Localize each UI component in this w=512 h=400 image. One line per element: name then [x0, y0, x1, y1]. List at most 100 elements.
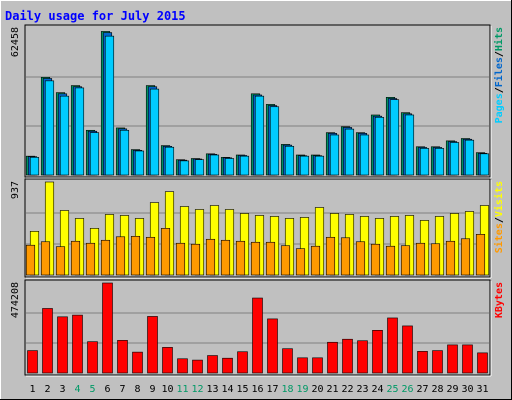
bar-kbytes-day-29: [447, 344, 458, 374]
bar-pages-day-11: [179, 160, 190, 176]
bar-kbytes-day-16: [252, 297, 263, 374]
x-tick-label-31: 31: [476, 384, 488, 395]
x-tick-label-5: 5: [89, 384, 95, 395]
bar-sites-day-27: [415, 242, 426, 276]
x-tick-label-10: 10: [161, 384, 173, 395]
bar-kbytes-day-26: [402, 325, 413, 374]
bar-kbytes-day-27: [417, 351, 428, 374]
bar-pages-day-21: [329, 134, 340, 176]
bar-pages-day-7: [119, 129, 130, 176]
panel-legend: Pages/Files/Hits: [493, 27, 505, 123]
x-tick-label-19: 19: [296, 384, 308, 395]
x-tick-label-22: 22: [341, 384, 353, 395]
bar-sites-day-29: [445, 240, 456, 276]
legend-item-kbytes: KBytes: [494, 282, 505, 318]
x-axis-day-labels: 1 2 3 4 5 6 7 8 9 10 11 12 13 14 15 16 17 18 19 20 21 22 23 24 2…: [29, 384, 488, 395]
legend-item-sites: Sites: [493, 223, 505, 253]
bar-kbytes-day-8: [132, 351, 143, 374]
bar-sites-day-24: [370, 243, 381, 276]
bar-kbytes-day-22: [342, 338, 353, 374]
legend-separator: /: [494, 87, 505, 93]
x-tick-label-6: 6: [104, 384, 110, 395]
bar-sites-day-23: [355, 241, 366, 276]
bar-pages-day-18: [284, 145, 295, 176]
x-tick-label-21: 21: [326, 384, 338, 395]
legend-item-hits: Hits: [493, 27, 505, 51]
bar-sites-day-25: [385, 245, 396, 276]
bar-kbytes-day-11: [177, 358, 188, 374]
x-tick-label-9: 9: [149, 384, 155, 395]
bar-pages-day-28: [434, 148, 445, 176]
x-tick-label-23: 23: [356, 384, 368, 395]
legend-item-files: Files: [493, 57, 505, 87]
bar-pages-day-31: [479, 153, 490, 176]
bar-sites-day-26: [400, 245, 411, 276]
bar-kbytes-day-31: [477, 352, 488, 374]
bar-pages-day-1: [29, 157, 40, 176]
bar-sites-day-30: [460, 238, 471, 276]
bar-sites-day-2: [40, 241, 51, 276]
legend-separator: /: [494, 51, 505, 57]
bar-pages-day-5: [89, 132, 100, 176]
bar-sites-day-1: [25, 244, 36, 276]
bar-sites-day-17: [265, 241, 276, 276]
bar-kbytes-day-1: [27, 350, 38, 374]
x-tick-label-20: 20: [311, 384, 323, 395]
bar-pages-day-17: [269, 106, 280, 176]
series-kbytes: [27, 282, 488, 374]
bar-pages-day-3: [59, 95, 70, 176]
panel-max-label: 474208: [10, 282, 21, 318]
x-tick-label-28: 28: [431, 384, 443, 395]
bar-pages-day-12: [194, 159, 205, 176]
bar-kbytes-day-25: [387, 317, 398, 374]
bar-kbytes-day-13: [207, 355, 218, 374]
chart-title: Daily usage for July 2015: [5, 9, 186, 23]
bar-kbytes-day-23: [357, 340, 368, 374]
bar-pages-day-27: [419, 148, 430, 176]
bar-sites-day-16: [250, 241, 261, 276]
bar-sites-day-10: [160, 228, 171, 276]
x-tick-label-26: 26: [401, 384, 413, 395]
bar-kbytes-day-10: [162, 347, 173, 374]
bar-sites-day-5: [85, 242, 96, 276]
bar-kbytes-day-6: [102, 282, 113, 374]
bar-kbytes-day-5: [87, 341, 98, 374]
bar-sites-day-4: [70, 240, 81, 276]
bar-sites-day-28: [430, 243, 441, 276]
bar-kbytes-day-9: [147, 316, 158, 374]
bar-sites-day-6: [100, 239, 111, 276]
x-tick-label-3: 3: [59, 384, 65, 395]
chart-panels: 62458Pages/Files/Hits937Sites/Visits4742…: [10, 24, 505, 377]
bar-sites-day-7: [115, 236, 126, 276]
bar-pages-day-6: [104, 35, 115, 176]
bar-pages-day-30: [464, 139, 475, 176]
x-tick-label-24: 24: [371, 384, 383, 395]
legend-item-pages: Pages: [494, 93, 505, 123]
panel-legend: KBytes: [494, 282, 505, 318]
bar-kbytes-day-3: [57, 316, 68, 374]
bar-pages-day-13: [209, 154, 220, 176]
bar-pages-day-9: [149, 88, 160, 176]
x-tick-label-30: 30: [461, 384, 473, 395]
x-tick-label-14: 14: [221, 384, 233, 395]
bar-sites-day-13: [205, 238, 216, 276]
bar-pages-day-16: [254, 95, 265, 176]
x-tick-label-25: 25: [386, 384, 398, 395]
bar-kbytes-day-14: [222, 357, 233, 374]
bar-sites-day-11: [175, 242, 186, 276]
bar-kbytes-day-18: [282, 348, 293, 374]
x-tick-label-12: 12: [191, 384, 203, 395]
bar-pages-day-25: [389, 99, 400, 176]
bar-kbytes-day-17: [267, 318, 278, 374]
x-tick-label-13: 13: [206, 384, 218, 395]
bar-pages-day-14: [224, 158, 235, 176]
bar-sites-day-12: [190, 243, 201, 276]
panel-max-label: 62458: [10, 27, 21, 57]
bar-kbytes-day-12: [192, 359, 203, 374]
bar-kbytes-day-24: [372, 329, 383, 374]
bar-pages-day-10: [164, 146, 175, 176]
bar-sites-day-21: [325, 236, 336, 276]
legend-separator: /: [494, 217, 505, 223]
